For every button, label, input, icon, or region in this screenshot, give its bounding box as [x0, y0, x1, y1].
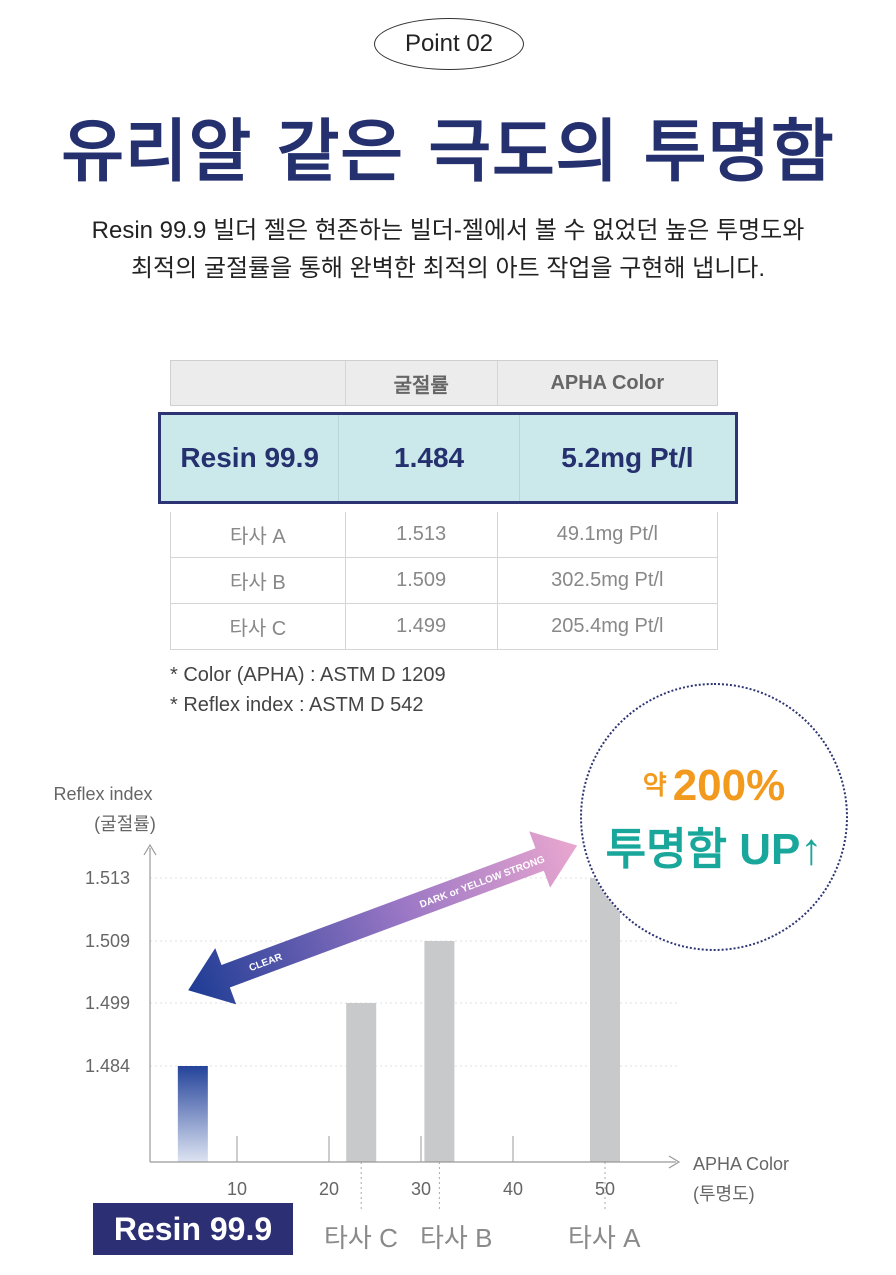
- table-cell: 1.499: [344, 604, 497, 649]
- bar-competitor-1: [346, 1003, 377, 1162]
- table-header-cell: [171, 361, 345, 405]
- y-tick-label: 1.509: [85, 931, 130, 951]
- table-cell: 타사 C: [229, 618, 287, 640]
- point-badge: Point 02: [374, 18, 524, 70]
- description-line-1: Resin 99.9 빌더 젤은 현존하는 빌더-젤에서 볼 수 없었던 높은 …: [91, 217, 805, 244]
- description-line-2: 최적의 굴절률을 통해 완벽한 최적의 아트 작업을 구현해 냅니다.: [130, 255, 766, 282]
- table-header-row: 굴절률 APHA Color: [170, 360, 718, 406]
- table-cell: 타사 B: [230, 572, 286, 594]
- highlight-cell: 5.2mg Pt/l: [518, 415, 735, 501]
- page-title: 유리알 같은 극도의 투명함: [61, 113, 835, 192]
- footnote-color: * Color (APHA) : ASTM D 1209: [170, 664, 446, 686]
- y-axis-title-line-2: (굴절률): [94, 814, 156, 834]
- competitor-b-label: 타사 B: [420, 1223, 493, 1253]
- table-cell: 타사 A: [230, 526, 286, 548]
- description: Resin 99.9 빌더 젤은 현존하는 빌더-젤에서 볼 수 없었던 높은 …: [0, 212, 896, 288]
- x-tick-label: 10: [227, 1179, 247, 1199]
- table-cell: 49.1mg Pt/l: [496, 512, 717, 557]
- x-tick-label: 40: [503, 1179, 523, 1199]
- x-axis-title-line-2: (투명도): [693, 1184, 755, 1204]
- x-axis-arrowhead: [668, 1155, 681, 1169]
- table-cell: 205.4mg Pt/l: [496, 604, 717, 649]
- y-tick-label: 1.484: [85, 1056, 130, 1076]
- improvement-callout: 약 200% 투명함 UP↑: [580, 683, 848, 951]
- table-header-cell: APHA Color: [496, 361, 717, 405]
- callout-line-2: 투명함 UP↑: [605, 825, 823, 874]
- table-cell: 1.513: [344, 512, 497, 557]
- comparison-table: 굴절률 APHA Color 타사 A 1.513 49.1mg Pt/l 타사…: [170, 360, 718, 650]
- callout-line-1: 약 200%: [582, 761, 846, 811]
- x-tick-label: 30: [411, 1179, 431, 1199]
- table-cell: 302.5mg Pt/l: [496, 558, 717, 603]
- x-tick-label: 20: [319, 1179, 339, 1199]
- footnote-reflex: * Reflex index : ASTM D 542: [170, 694, 424, 716]
- competitor-c-label: 타사 C: [324, 1223, 398, 1253]
- callout-prefix: 약: [642, 770, 667, 800]
- highlight-cell: 1.484: [338, 415, 518, 501]
- y-axis-title-line-1: Reflex index: [53, 784, 152, 804]
- clarity-arrow: CLEAR DARK or YELLOW STRONG: [188, 831, 578, 1005]
- arrow-label-dark: DARK or YELLOW STRONG: [418, 854, 546, 911]
- callout-percent: 200%: [672, 761, 786, 810]
- y-axis-arrowhead: [143, 843, 157, 856]
- bar-competitor-2: [424, 941, 455, 1162]
- table-cell: 1.509: [344, 558, 497, 603]
- y-tick-label: 1.513: [85, 868, 130, 888]
- table-row: 타사 A 1.513 49.1mg Pt/l: [170, 512, 718, 558]
- resin-product-label: Resin 99.9: [93, 1203, 293, 1255]
- table-row: 타사 C 1.499 205.4mg Pt/l: [170, 604, 718, 650]
- highlight-row-resin: Resin 99.9 1.484 5.2mg Pt/l: [158, 412, 738, 504]
- x-axis-title-line-1: APHA Color: [693, 1154, 789, 1174]
- table-header-cell: 굴절률: [344, 361, 497, 405]
- table-row: 타사 B 1.509 302.5mg Pt/l: [170, 558, 718, 604]
- bar-competitor-3: [590, 878, 620, 1162]
- y-tick-label: 1.499: [85, 993, 130, 1013]
- refraction-chart: Reflex index (굴절률) 1.5131.5091.4991.484 …: [53, 784, 789, 1210]
- competitor-a-label: 타사 A: [568, 1223, 641, 1253]
- highlight-cell: Resin 99.9: [180, 442, 319, 473]
- bar-resin: [177, 1066, 208, 1162]
